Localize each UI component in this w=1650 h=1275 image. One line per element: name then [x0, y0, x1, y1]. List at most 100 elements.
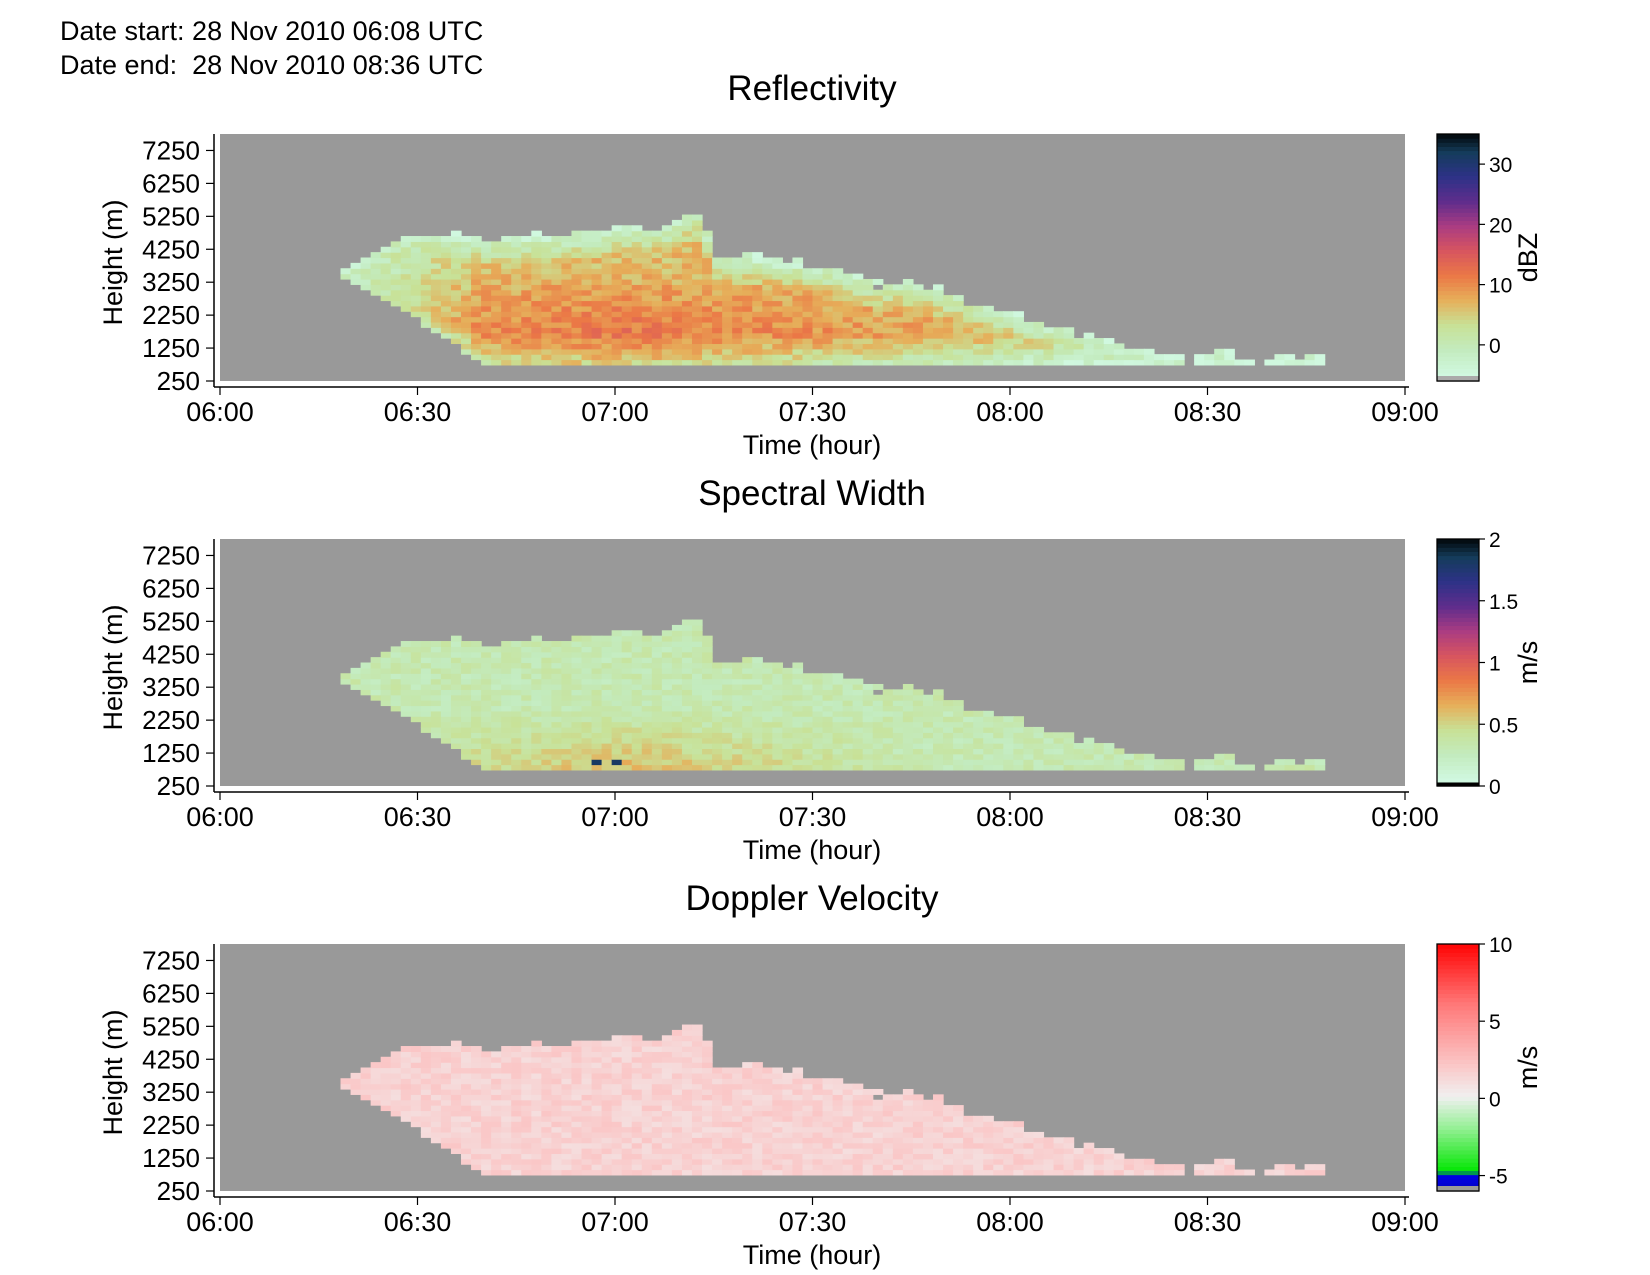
- heatmap-cell: [461, 694, 472, 701]
- colorbar-segment: [1437, 683, 1479, 688]
- heatmap-cell: [792, 273, 804, 280]
- heatmap-cell: [1053, 338, 1065, 345]
- heatmap-cell: [511, 348, 522, 355]
- heatmap-cell: [541, 1046, 552, 1052]
- heatmap-cell: [772, 700, 783, 707]
- heatmap-cell: [491, 657, 502, 664]
- heatmap-cell: [390, 683, 402, 690]
- heatmap-cell: [852, 289, 864, 296]
- heatmap-cell: [501, 651, 512, 658]
- heatmap-cell: [581, 1137, 593, 1144]
- heatmap-cell: [792, 262, 804, 269]
- heatmap-cell: [481, 1072, 492, 1079]
- heatmap-cell: [1053, 327, 1065, 334]
- heatmap-cell: [983, 753, 994, 760]
- heatmap-cell: [922, 305, 934, 312]
- heatmap-cell: [541, 1078, 552, 1085]
- heatmap-cell: [551, 689, 563, 696]
- heatmap-cell: [350, 667, 362, 674]
- heatmap-cell: [450, 332, 462, 339]
- heatmap-cell: [501, 284, 512, 291]
- heatmap-cell: [531, 651, 542, 658]
- heatmap-cell: [641, 1067, 653, 1074]
- heatmap-cell: [511, 343, 522, 350]
- heatmap-cell: [641, 278, 653, 285]
- heatmap-cell: [872, 748, 884, 755]
- heatmap-cell: [511, 1148, 522, 1155]
- heatmap-cell: [621, 241, 633, 248]
- heatmap-cell: [691, 273, 703, 280]
- heatmap-cell: [571, 1115, 583, 1122]
- heatmap-cell: [651, 1142, 663, 1149]
- heatmap-cell: [802, 338, 814, 345]
- heatmap-cell: [491, 1083, 502, 1090]
- heatmap-cell: [450, 743, 462, 750]
- heatmap-cell: [481, 764, 492, 771]
- heatmap-cell: [661, 273, 673, 280]
- heatmap-cell: [571, 241, 583, 248]
- heatmap-cell: [702, 683, 713, 690]
- heatmap-cell: [481, 241, 492, 248]
- heatmap-cell: [631, 1158, 643, 1165]
- heatmap-cell: [933, 732, 944, 739]
- heatmap-cell: [983, 1137, 994, 1144]
- heatmap-cell: [551, 268, 563, 275]
- heatmap-cell: [681, 300, 693, 307]
- heatmap-cell: [621, 1051, 633, 1058]
- heatmap-cell: [511, 748, 522, 755]
- heatmap-cell: [1103, 1164, 1115, 1171]
- heatmap-cell: [702, 268, 713, 275]
- heatmap-cell: [461, 343, 472, 350]
- heatmap-cell: [531, 316, 542, 323]
- heatmap-cell: [882, 753, 894, 760]
- heatmap-cell: [511, 262, 522, 269]
- heatmap-cell: [491, 1110, 502, 1117]
- heatmap-cell: [531, 321, 542, 328]
- heatmap-cell: [461, 1072, 472, 1079]
- heatmap-cell: [360, 273, 372, 280]
- heatmap-cell: [420, 273, 432, 280]
- heatmap-cell: [481, 721, 492, 728]
- heatmap-cell: [501, 327, 512, 334]
- colorbar-segment: [1437, 993, 1479, 999]
- heatmap-cell: [631, 1078, 643, 1085]
- heatmap-cell: [812, 700, 824, 707]
- heatmap-cell: [541, 1158, 552, 1165]
- heatmap-cell: [892, 295, 904, 302]
- heatmap-cell: [481, 300, 492, 307]
- heatmap-cell: [681, 1067, 693, 1074]
- heatmap-cell: [912, 700, 924, 707]
- heatmap-cell: [842, 700, 854, 707]
- heatmap-cell: [993, 354, 1004, 361]
- colorbar-segment: [1437, 1125, 1479, 1130]
- heatmap-cell: [782, 1142, 794, 1149]
- heatmap-cell: [551, 651, 563, 658]
- heatmap-cell: [912, 1105, 924, 1112]
- heatmap-cell: [842, 716, 854, 723]
- heatmap-cell: [1023, 1148, 1035, 1155]
- heatmap-cell: [591, 1099, 603, 1106]
- heatmap-cell: [491, 300, 502, 307]
- heatmap-cell: [802, 343, 814, 350]
- heatmap-cell: [571, 678, 583, 685]
- heatmap-cell: [531, 246, 542, 253]
- x-axis-label: Time (hour): [743, 1240, 882, 1270]
- heatmap-cell: [541, 1169, 552, 1176]
- heatmap-cell: [1174, 359, 1185, 366]
- heatmap-cell: [521, 694, 532, 701]
- heatmap-cell: [621, 354, 633, 361]
- heatmap-cell: [762, 1137, 773, 1144]
- heatmap-cell: [360, 268, 372, 275]
- heatmap-cell: [561, 300, 573, 307]
- heatmap-cell: [511, 295, 522, 302]
- heatmap-cell: [812, 732, 824, 739]
- heatmap-cell: [732, 343, 743, 350]
- heatmap-cell: [430, 1110, 442, 1117]
- heatmap-cell: [732, 1083, 743, 1090]
- heatmap-cell: [712, 1083, 723, 1090]
- heatmap-cell: [430, 1131, 442, 1138]
- heatmap-cell: [702, 737, 713, 744]
- heatmap-cell: [912, 748, 924, 755]
- heatmap-cell: [471, 1072, 482, 1079]
- heatmap-cell: [792, 289, 804, 296]
